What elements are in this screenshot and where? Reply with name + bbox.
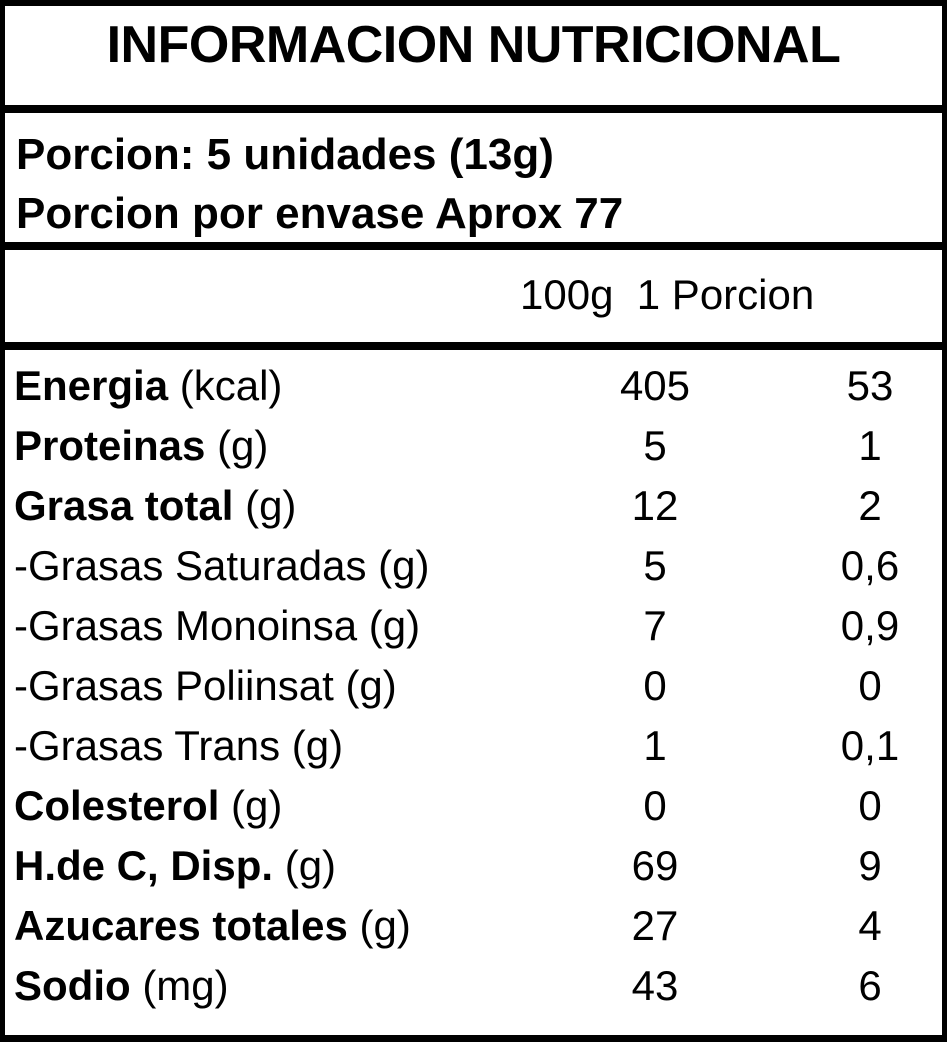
nutrient-unit: (g) [219, 782, 283, 829]
table-row: Energia (kcal) 405 53 [0, 356, 947, 416]
value-per-portion: 2 [858, 482, 882, 529]
value-per-100g: 0 [643, 662, 667, 709]
nutrient-name: -Grasas Saturadas [14, 542, 367, 589]
nutrient-label: Grasa total (g) [14, 476, 296, 536]
table-row: -Grasas Saturadas (g) 5 0,6 [0, 536, 947, 596]
nutrient-unit: (g) [280, 722, 344, 769]
value-per-portion: 4 [858, 902, 882, 949]
nutrient-name: -Grasas Monoinsa [14, 602, 358, 649]
nutrient-label: Energia (kcal) [14, 356, 282, 416]
divider [0, 242, 947, 250]
value-per-portion: 0 [858, 662, 882, 709]
nutrient-label: -Grasas Saturadas (g) [14, 536, 430, 596]
value-per-100g: 5 [643, 422, 667, 469]
divider [0, 105, 947, 113]
table-row: Azucares totales (g) 27 4 [0, 896, 947, 956]
nutrient-label: Sodio (mg) [14, 956, 229, 1016]
value-per-100g: 69 [631, 842, 679, 889]
table-row: Sodio (mg) 43 6 [0, 956, 947, 1016]
nutrient-unit: (g) [233, 482, 297, 529]
nutrient-label: -Grasas Poliinsat (g) [14, 656, 397, 716]
value-per-portion: 0 [858, 782, 882, 829]
servings-per-package: Porcion por envase Aprox 77 [16, 189, 624, 238]
value-per-100g: 12 [631, 482, 679, 529]
value-per-100g: 7 [643, 602, 667, 649]
divider [0, 342, 947, 350]
nutrient-name: -Grasas Trans [14, 722, 281, 769]
column-headers: 100g 1 Porcion [520, 271, 815, 318]
table-row: Proteinas (g) 5 1 [0, 416, 947, 476]
nutrient-name: -Grasas Poliinsat [14, 662, 334, 709]
value-per-portion: 0,1 [840, 722, 900, 769]
nutrient-name: H.de C, Disp. [14, 842, 274, 889]
table-row: -Grasas Poliinsat (g) 0 0 [0, 656, 947, 716]
value-per-portion: 6 [858, 962, 882, 1009]
nutrient-label: Proteinas (g) [14, 416, 268, 476]
nutrient-label: -Grasas Monoinsa (g) [14, 596, 420, 656]
table-row: Grasa total (g) 12 2 [0, 476, 947, 536]
value-per-portion: 1 [858, 422, 882, 469]
nutrient-unit: (g) [205, 422, 269, 469]
value-per-100g: 5 [643, 542, 667, 589]
nutrient-name: Grasa total [14, 482, 234, 529]
nutrient-unit: (g) [366, 542, 430, 589]
nutrient-unit: (g) [273, 842, 337, 889]
nutrient-label: H.de C, Disp. (g) [14, 836, 336, 896]
value-per-100g: 405 [619, 362, 691, 409]
nutrient-label: Azucares totales (g) [14, 896, 411, 956]
label-title: INFORMACION NUTRICIONAL [106, 16, 841, 74]
nutrient-unit: (kcal) [168, 362, 283, 409]
nutrient-name: Energia [14, 362, 169, 409]
value-per-portion: 9 [858, 842, 882, 889]
table-row: H.de C, Disp. (g) 69 9 [0, 836, 947, 896]
nutrient-label: Colesterol (g) [14, 776, 282, 836]
value-per-100g: 43 [631, 962, 679, 1009]
table-row: -Grasas Monoinsa (g) 7 0,9 [0, 596, 947, 656]
nutrient-name: Azucares totales [14, 902, 348, 949]
value-per-portion: 0,6 [840, 542, 900, 589]
serving-size: Porcion: 5 unidades (13g) [16, 130, 554, 179]
value-per-100g: 1 [643, 722, 667, 769]
value-per-portion: 53 [846, 362, 894, 409]
value-per-100g: 0 [643, 782, 667, 829]
nutrient-label: -Grasas Trans (g) [14, 716, 343, 776]
nutrient-unit: (g) [357, 602, 421, 649]
value-per-portion: 0,9 [840, 602, 900, 649]
nutrient-unit: (mg) [130, 962, 229, 1009]
value-per-100g: 27 [631, 902, 679, 949]
nutrient-name: Proteinas [14, 422, 206, 469]
nutrient-unit: (g) [347, 902, 411, 949]
nutrient-name: Colesterol [14, 782, 220, 829]
nutrient-name: Sodio [14, 962, 131, 1009]
table-row: -Grasas Trans (g) 1 0,1 [0, 716, 947, 776]
table-row: Colesterol (g) 0 0 [0, 776, 947, 836]
nutrient-unit: (g) [333, 662, 397, 709]
